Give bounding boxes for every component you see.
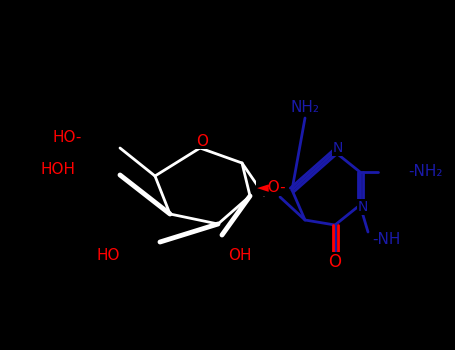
- Text: -NH: -NH: [372, 232, 400, 247]
- Text: HO-: HO-: [53, 131, 82, 146]
- Text: OH: OH: [228, 248, 252, 264]
- Text: NH₂: NH₂: [290, 99, 319, 114]
- Text: O: O: [196, 133, 208, 148]
- Text: HO: HO: [96, 248, 120, 264]
- Text: ◄O-: ◄O-: [257, 181, 287, 196]
- Text: N: N: [333, 141, 343, 155]
- Text: N: N: [358, 200, 368, 214]
- Text: O: O: [329, 253, 342, 271]
- Text: HOH: HOH: [40, 162, 75, 177]
- Text: -NH₂: -NH₂: [408, 164, 443, 180]
